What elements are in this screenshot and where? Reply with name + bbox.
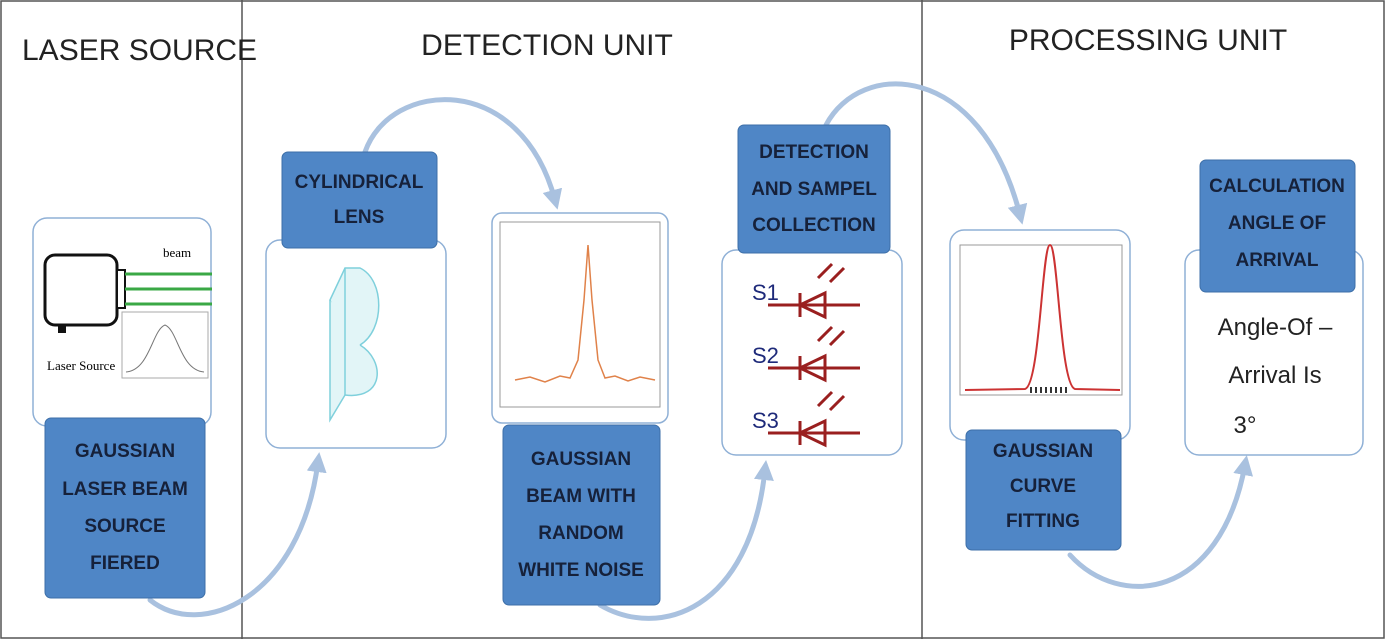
label-box — [737, 124, 891, 254]
laser-figure — [43, 253, 212, 379]
arrow — [597, 460, 774, 621]
node-label: SOURCE — [84, 516, 165, 537]
detector-label: S1 — [752, 280, 779, 305]
node-label: CYLINDRICAL — [295, 172, 424, 193]
node-label: ANGLE OF — [1228, 213, 1326, 234]
noisy-plot — [499, 221, 661, 408]
node-label: GAUSSIAN — [75, 441, 175, 462]
detector-label: S2 — [752, 343, 779, 368]
section-title: PROCESSING UNIT — [1009, 24, 1287, 57]
result-line: Arrival Is — [1228, 362, 1321, 389]
node-label: GAUSSIAN — [531, 449, 631, 470]
section-title: DETECTION UNIT — [421, 29, 673, 62]
label-box — [1199, 159, 1356, 293]
label-box — [281, 151, 438, 249]
node-label: BEAM WITH — [526, 486, 636, 507]
node-label: CALCULATION — [1209, 176, 1345, 197]
node-label: LENS — [334, 207, 385, 228]
card — [721, 249, 903, 456]
node-label: GAUSSIAN — [993, 441, 1093, 462]
result-line: 3° — [1234, 412, 1257, 439]
label-box — [44, 417, 206, 599]
node-label: AND SAMPEL — [751, 179, 877, 200]
node-label: FIERED — [90, 553, 160, 574]
detector-figure — [768, 262, 860, 448]
node-label: CURVE — [1010, 476, 1076, 497]
beam-label: beam — [163, 245, 191, 260]
detector-label: S3 — [752, 408, 779, 433]
section-title: LASER SOURCE — [22, 34, 257, 67]
node-label: ARRIVAL — [1235, 250, 1318, 271]
label-box — [965, 429, 1122, 551]
node-label: FITTING — [1006, 511, 1080, 532]
fit-plot — [959, 243, 1123, 396]
node-label: WHITE NOISE — [518, 560, 644, 581]
node-label: DETECTION — [759, 142, 869, 163]
source-label: Laser Source — [47, 358, 115, 373]
lens-figure — [329, 267, 380, 423]
arrow — [362, 97, 563, 210]
node-label: RANDOM — [538, 523, 624, 544]
node-label: COLLECTION — [752, 215, 876, 236]
arrow — [147, 452, 327, 618]
label-box — [502, 424, 661, 606]
result-line: Angle-Of – — [1218, 314, 1333, 341]
node-label: LASER BEAM — [62, 479, 188, 500]
arrow — [1067, 455, 1254, 589]
arrow — [823, 81, 1028, 225]
